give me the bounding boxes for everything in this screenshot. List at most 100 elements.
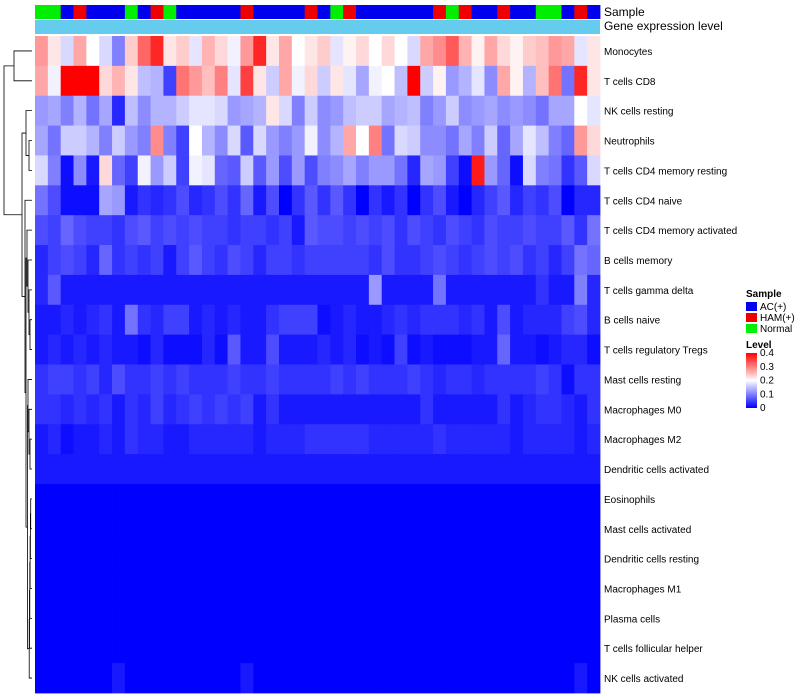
sample-annotation-cell xyxy=(189,5,203,19)
heatmap-cell xyxy=(407,394,421,425)
row-label: T cells CD8 xyxy=(604,77,656,88)
row-label: T cells regulatory Tregs xyxy=(604,346,708,357)
heatmap-cell xyxy=(458,36,472,67)
heatmap-cell xyxy=(381,633,395,664)
heatmap-cell xyxy=(86,304,100,336)
heatmap-cell xyxy=(497,543,511,574)
heatmap-cell xyxy=(497,424,511,455)
heatmap-cell xyxy=(407,334,421,365)
heatmap-cell xyxy=(497,125,511,156)
heatmap-cell xyxy=(561,95,575,126)
heatmap-cell xyxy=(291,394,306,425)
heatmap-cell xyxy=(356,274,370,306)
heatmap-cell xyxy=(124,483,139,515)
heatmap-cell xyxy=(458,215,472,246)
heatmap-cell xyxy=(510,95,524,126)
heatmap-cell xyxy=(278,513,293,545)
heatmap-cell xyxy=(587,364,601,395)
heatmap-cell xyxy=(278,245,293,276)
heatmap-cell xyxy=(343,424,357,455)
heatmap-cell xyxy=(163,573,177,604)
heatmap-cell xyxy=(189,543,203,574)
heatmap-cell xyxy=(484,573,498,604)
heatmap-cell xyxy=(201,603,216,634)
heatmap-cell xyxy=(291,215,306,246)
heatmap-cell xyxy=(291,334,306,365)
heatmap-cell xyxy=(330,36,344,67)
heatmap-cell xyxy=(201,573,216,604)
heatmap-cell xyxy=(471,245,485,276)
heatmap-cell xyxy=(266,483,280,515)
heatmap-cell xyxy=(176,36,190,67)
heatmap-cell xyxy=(420,65,434,97)
heatmap-cell xyxy=(484,543,498,574)
heatmap-cell xyxy=(522,65,537,97)
heatmap-cell xyxy=(330,95,344,126)
heatmap-cell xyxy=(278,274,293,306)
heatmap-cell xyxy=(60,603,74,634)
heatmap-cell xyxy=(86,334,100,365)
sample-annotation-cell xyxy=(86,5,100,19)
heatmap-cell xyxy=(201,36,216,67)
sample-annotation-cell xyxy=(266,5,280,19)
sample-annotation-cell xyxy=(112,5,126,19)
heatmap-cell xyxy=(112,454,126,485)
heatmap-cell xyxy=(214,573,229,604)
legend-swatch-ac xyxy=(746,302,757,311)
heatmap-cell xyxy=(317,245,331,276)
heatmap-cell xyxy=(189,155,203,186)
heatmap-cell xyxy=(163,394,177,425)
heatmap-cell xyxy=(368,274,383,306)
heatmap-cell xyxy=(394,36,408,67)
heatmap-cell xyxy=(356,95,370,126)
heatmap-cell xyxy=(60,663,74,694)
heatmap-cell xyxy=(214,36,229,67)
legend-level-tick: 0.4 xyxy=(760,348,774,359)
heatmap-cell xyxy=(381,304,395,336)
heatmap-cell xyxy=(124,274,139,306)
heatmap-cell xyxy=(35,573,49,604)
heatmap-cell xyxy=(587,65,601,97)
heatmap-cell xyxy=(535,155,550,186)
heatmap-cell xyxy=(47,394,62,425)
heatmap-cell xyxy=(150,334,164,365)
heatmap-cell xyxy=(522,95,537,126)
heatmap-cell xyxy=(266,304,280,336)
heatmap-cell xyxy=(561,334,575,365)
heatmap-cell xyxy=(35,633,49,664)
heatmap-cell xyxy=(176,155,190,186)
heatmap-cell xyxy=(47,95,62,126)
heatmap-cell xyxy=(240,36,254,67)
heatmap-cell xyxy=(60,513,74,545)
heatmap-cell xyxy=(445,185,460,216)
heatmap-cell xyxy=(60,424,74,455)
heatmap-cell xyxy=(112,274,126,306)
heatmap-cell xyxy=(99,573,113,604)
heatmap-cell xyxy=(330,185,344,216)
heatmap-cell xyxy=(60,95,74,126)
heatmap-cell xyxy=(214,543,229,574)
heatmap-cell xyxy=(343,215,357,246)
heatmap-cell xyxy=(368,364,383,395)
row-label: T cells follicular helper xyxy=(604,644,703,655)
heatmap-cell xyxy=(99,543,113,574)
sample-annotation-cell xyxy=(471,5,485,19)
heatmap-cell xyxy=(47,483,62,515)
heatmap-cell xyxy=(73,245,87,276)
heatmap-cell xyxy=(535,304,550,336)
heatmap-cell xyxy=(317,36,331,67)
heatmap-cell xyxy=(522,394,537,425)
heatmap-cell xyxy=(471,573,485,604)
heatmap-cell xyxy=(535,424,550,455)
heatmap-cell xyxy=(484,483,498,515)
heatmap-cell xyxy=(253,274,267,306)
heatmap-cell xyxy=(73,424,87,455)
heatmap-cell xyxy=(510,65,524,97)
heatmap-cell xyxy=(150,513,164,545)
heatmap-cell xyxy=(176,633,190,664)
heatmap-cell xyxy=(548,215,562,246)
heatmap-cell xyxy=(137,304,151,336)
heatmap-cell xyxy=(368,603,383,634)
row-label: T cells CD4 naive xyxy=(604,196,683,207)
heatmap-cell xyxy=(394,483,408,515)
